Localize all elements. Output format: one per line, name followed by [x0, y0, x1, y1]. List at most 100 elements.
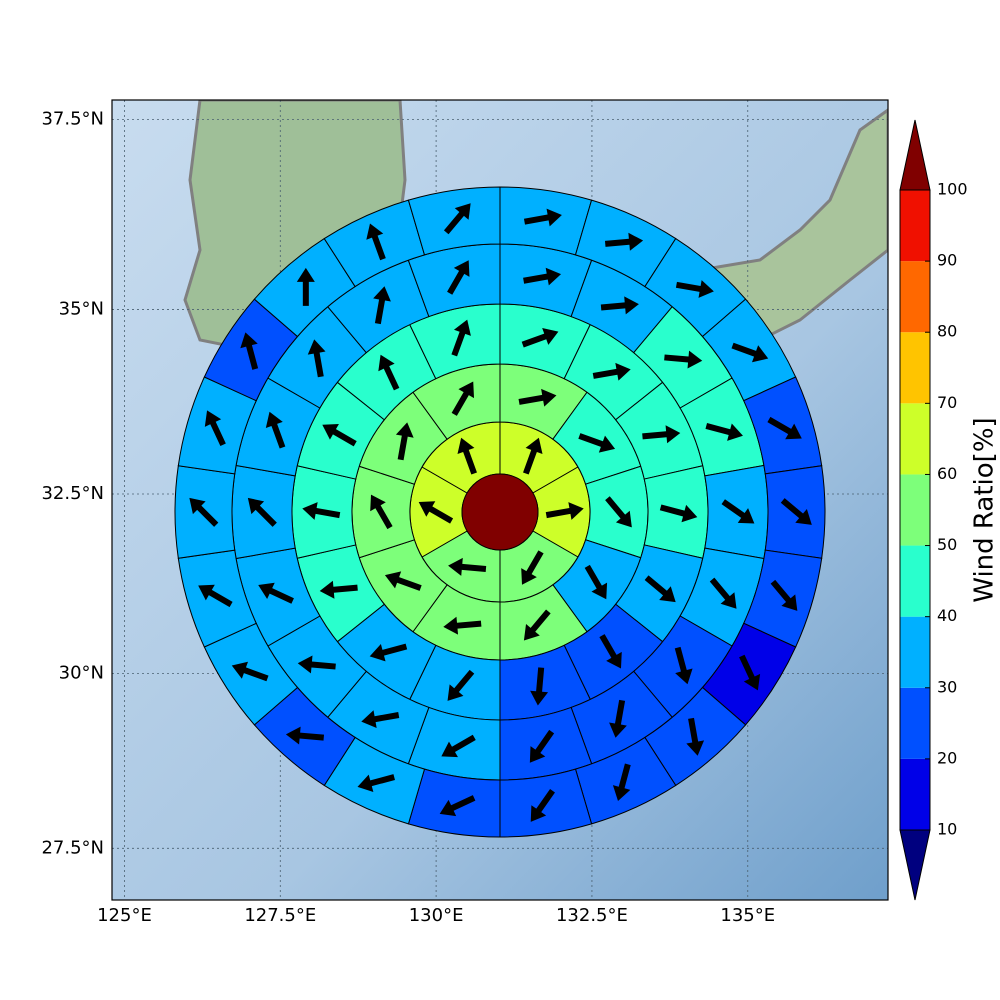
wind-arrow — [247, 497, 277, 527]
wind-arrow — [545, 502, 584, 520]
wind-arrow — [296, 267, 315, 306]
wind-arrow — [605, 496, 632, 528]
wind-arrow — [739, 654, 761, 691]
wind-arrow — [600, 296, 639, 315]
colorbar-band — [900, 261, 930, 333]
colorbar-band — [900, 687, 930, 759]
colorbar-tick-label: 70 — [937, 393, 957, 412]
wind-arrow — [258, 582, 294, 604]
colorbar-band — [900, 332, 930, 404]
wind-arrow — [204, 410, 226, 447]
colorbar-band — [900, 474, 930, 546]
wind-arrow — [664, 350, 703, 369]
wind-arrow — [198, 584, 233, 608]
wind-arrow — [584, 564, 608, 600]
wind-arrow — [451, 319, 471, 357]
wind-arrow — [523, 208, 562, 227]
colorbar-tick-label: 50 — [937, 535, 957, 554]
x-tick-label: 132.5°E — [556, 905, 628, 926]
wind-arrow — [521, 550, 544, 585]
y-tick-label: 32.5°N — [41, 483, 104, 504]
colorbar-tick-label: 80 — [937, 322, 957, 341]
wind-arrow — [370, 494, 393, 530]
x-tick-label: 127.5°E — [244, 905, 316, 926]
wind-arrow — [609, 699, 627, 738]
wind-arrow — [518, 388, 557, 407]
wind-arrow — [418, 501, 454, 524]
wind-arrow — [443, 203, 471, 235]
wind-arrow — [721, 499, 755, 524]
wind-arrow — [523, 609, 551, 641]
wind-arrow — [447, 669, 475, 701]
wind-arrow — [307, 339, 326, 378]
wind-arrow — [451, 381, 475, 416]
wind-arrow — [709, 577, 737, 609]
wind-arrow — [705, 423, 743, 441]
colorbar-frame — [899, 189, 931, 831]
wind-arrow — [457, 437, 477, 475]
polar-grid — [174, 186, 826, 838]
wind-arrow — [674, 646, 693, 685]
wind-arrow — [530, 667, 549, 706]
wind-arrow — [231, 661, 269, 682]
wind-arrow — [378, 354, 400, 391]
wind-arrow — [322, 423, 357, 447]
wind-arrow — [642, 425, 681, 444]
colorbar-band — [900, 190, 930, 262]
wind-arrow — [285, 726, 325, 745]
wind-arrow — [384, 571, 422, 591]
colorbar: 10 20 30 40 50 60 70 80 90 100 — [899, 119, 968, 901]
y-tick-label: 27.5°N — [41, 837, 104, 858]
colorbar-tick-label: 90 — [937, 251, 957, 270]
y-tick-label: 35°N — [59, 299, 104, 320]
wind-arrow — [448, 557, 487, 576]
wind-arrow — [731, 342, 769, 363]
colorbar-tick-label: 10 — [937, 820, 957, 839]
wind-arrow — [443, 616, 482, 635]
wind-arrow — [612, 763, 631, 802]
wind-arrow — [297, 655, 336, 674]
colorbar-tick-label: 40 — [937, 606, 957, 625]
center-disk — [461, 473, 539, 551]
wind-arrow — [361, 710, 400, 729]
wind-arrow — [357, 774, 395, 792]
wind-arrow — [523, 267, 562, 286]
wind-arrow — [373, 286, 391, 325]
wind-arrow — [523, 437, 543, 475]
colorbar-extend-low — [899, 829, 931, 901]
colorbar-tick-label: 60 — [937, 464, 957, 483]
plot-frame — [111, 99, 889, 901]
wind-arrow — [521, 327, 559, 348]
colorbar-band — [900, 616, 930, 688]
wind-arrow — [189, 497, 219, 527]
colorbar-band — [900, 545, 930, 617]
wind-arrow — [395, 422, 414, 461]
wind-arrow — [319, 580, 358, 599]
wind-arrow — [441, 734, 476, 758]
wind-arrow — [265, 411, 286, 449]
x-tick-label: 125°E — [97, 905, 152, 926]
wind-arrow — [599, 634, 622, 669]
wind-arrow — [439, 795, 476, 817]
wind-arrow — [592, 362, 631, 381]
wind-arrow — [240, 332, 259, 370]
wind-arrow — [578, 433, 616, 453]
colorbar-tick-label: 20 — [937, 748, 957, 767]
colorbar-band — [900, 758, 930, 830]
wind-arrow — [366, 223, 386, 261]
wind-arrow — [530, 789, 555, 822]
colorbar-tick-label: 100 — [937, 180, 968, 199]
wind-arrow — [659, 504, 698, 523]
wind-arrow — [686, 717, 705, 756]
sector — [407, 768, 501, 838]
wind-arrow — [529, 729, 555, 763]
y-tick-label: 30°N — [59, 662, 104, 683]
wind-arrow — [302, 502, 341, 520]
wind-arrow — [447, 260, 470, 295]
wind-arrow — [780, 498, 812, 525]
x-tick-label: 135°E — [720, 905, 775, 926]
wind-arrow — [767, 416, 802, 440]
wind-arrow — [770, 579, 798, 611]
wind-arrow — [644, 575, 676, 603]
